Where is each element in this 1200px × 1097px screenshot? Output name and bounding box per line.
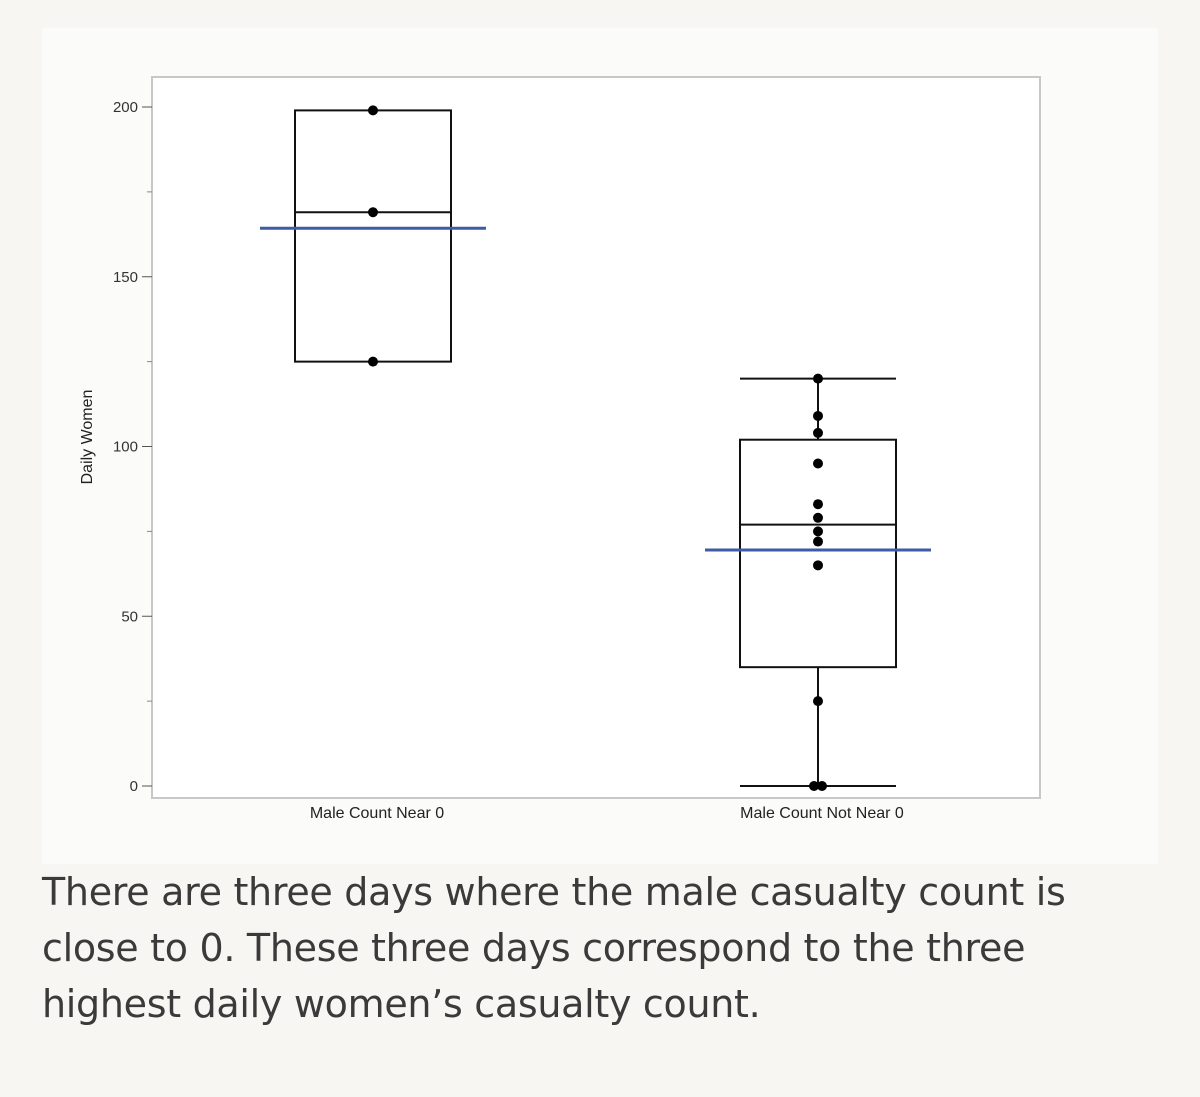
y-tick-label: 150 — [113, 269, 138, 286]
data-point — [813, 499, 823, 510]
y-tick-label: 0 — [130, 778, 138, 795]
box-group — [705, 373, 931, 791]
y-axis-title: Daily Women — [79, 390, 96, 485]
x-category-label: Male Count Near 0 — [310, 805, 444, 822]
data-point — [813, 526, 823, 537]
data-point — [813, 458, 823, 469]
boxes — [260, 105, 931, 791]
plot-frame — [151, 76, 1041, 799]
figure-caption: There are three days where the male casu… — [42, 870, 1066, 1026]
data-point — [809, 781, 819, 791]
y-tick-label: 100 — [113, 439, 138, 456]
x-category-label: Male Count Not Near 0 — [740, 805, 904, 822]
y-axis: 0 50 100 150 200 — [113, 99, 152, 795]
y-tick-label: 50 — [121, 608, 138, 625]
data-point — [813, 427, 823, 438]
data-point — [813, 560, 823, 571]
data-point — [817, 781, 827, 791]
data-point — [813, 696, 823, 707]
data-point — [813, 373, 823, 384]
data-point — [368, 105, 378, 116]
y-tick-label: 200 — [113, 99, 138, 116]
x-axis: Male Count Near 0 Male Count Not Near 0 — [310, 805, 904, 822]
data-point — [813, 410, 823, 421]
data-point — [368, 207, 378, 218]
box-iqr — [739, 438, 897, 669]
data-point — [368, 356, 378, 367]
data-point — [813, 512, 823, 523]
data-point — [813, 536, 823, 547]
box-group — [260, 105, 486, 367]
